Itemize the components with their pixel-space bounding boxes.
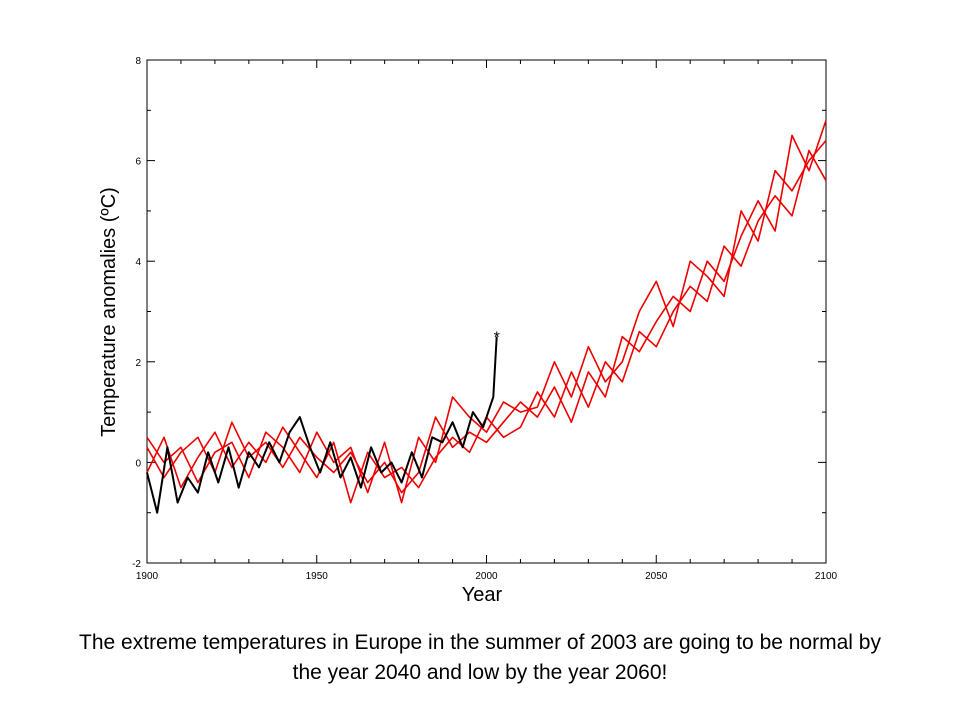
- x-tick-label: 1900: [136, 571, 159, 582]
- series-lines: [146, 120, 827, 514]
- y-tick-label: 8: [135, 56, 141, 67]
- caption-line-1: The extreme temperatures in Europe in th…: [79, 631, 881, 654]
- caption-line-2: the year 2040 and low by the year 2060!: [292, 661, 668, 684]
- model-series-line: [146, 139, 827, 504]
- x-tick-label: 2000: [475, 571, 498, 582]
- caption: The extreme temperatures in Europe in th…: [0, 628, 960, 688]
- y-tick-label: 6: [135, 157, 141, 168]
- tick-labels: 1900 1950 2000 2050 2100 -2 0 2 4 6 8: [132, 56, 837, 582]
- model-series-line: [146, 120, 827, 494]
- x-tick-label: 1950: [306, 571, 329, 582]
- y-tick-label: -2: [132, 559, 141, 570]
- observed-series-line: [146, 336, 498, 514]
- observed-2003-marker: *: [494, 330, 500, 347]
- y-tick-label: 0: [135, 458, 141, 469]
- plot-frame: [146, 59, 827, 564]
- y-tick-label: 2: [135, 358, 141, 369]
- y-axis-label: Temperature anomalies (ºC): [98, 187, 120, 437]
- y-tick-label: 4: [135, 257, 141, 268]
- x-tick-label: 2050: [645, 571, 668, 582]
- x-tick-label: 2100: [815, 571, 838, 582]
- model-series-line: [146, 149, 827, 504]
- axis-ticks: [146, 59, 827, 564]
- x-axis-label: Year: [462, 584, 503, 606]
